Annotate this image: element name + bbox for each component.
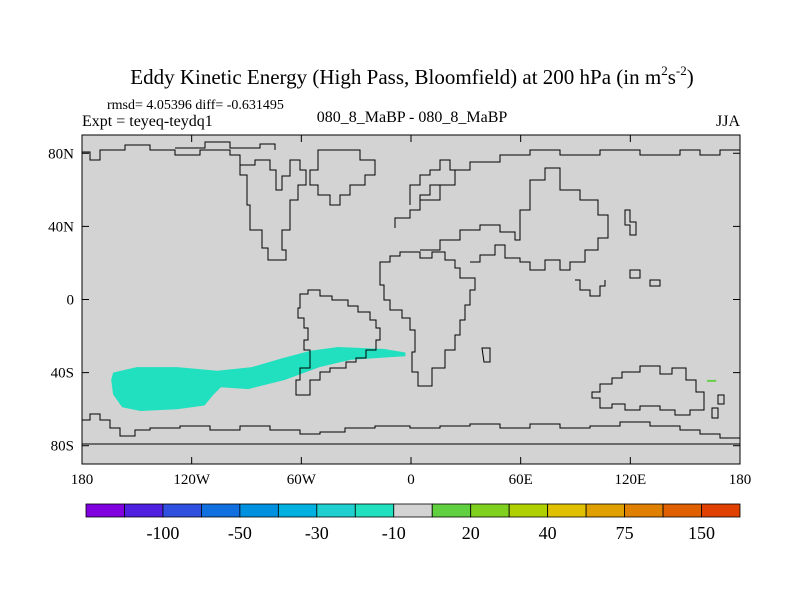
colorbar-box [277,503,318,518]
anomaly-southern-pacific-negative [111,347,406,411]
coastline-australia [591,365,705,416]
anomaly-layer [111,347,717,411]
colorbar-label: -100 [146,523,179,543]
colorbar-box [124,503,164,518]
experiment-label: Expt = teyeq-teydq1 [82,113,213,130]
comparison-label: 080_8_MaBP - 080_8_MaBP [317,109,508,126]
colorbar-label: -10 [382,523,406,543]
coastline-eurasia [394,149,740,228]
x-tick-label: 120W [173,472,211,488]
x-tick-label: 180 [729,472,752,488]
x-tick-label: 60W [287,472,317,488]
colorbar-box [624,503,664,518]
colorbar-box [354,503,395,518]
season-label: JJA [716,113,740,130]
coastline-southeast-asia [575,279,606,297]
colorbar-box [239,503,279,518]
coastline-antarctica [82,413,740,439]
colorbar-box [431,503,472,518]
x-tick-label: 60E [509,472,533,488]
colorbar-label: 40 [539,523,557,543]
map-background [82,135,740,464]
colorbar-box [662,503,702,518]
colorbar-box [85,503,125,518]
coastline-japan [624,209,637,236]
colorbar-box [701,503,741,518]
colorbar-box [508,503,549,518]
coastline-canadian-islands [175,141,276,150]
y-tick-label: 40N [48,219,74,235]
coastline-africa [379,251,476,387]
coastline-new-zealand [711,394,725,419]
colorbar-label: 150 [688,523,715,543]
coastline-north-america [82,144,307,261]
anomaly-pacific-positive-dot [707,379,717,382]
coastline-greenland [309,149,376,206]
y-tick-label: 40S [51,366,74,382]
colorbar-label: 20 [462,523,480,543]
axis-ticks: 180 120W 60W 0 60E 120E 180 80N 40N 0 40S 80S [48,135,751,488]
colorbar-label: -50 [228,523,252,543]
y-tick-label: 80N [48,146,74,162]
stats-label: rmsd= 4.05396 diff= -0.631495 [107,98,284,113]
x-tick-label: 0 [407,472,415,488]
coastline-layer [82,141,740,445]
colorbar-box [393,503,433,518]
y-tick-label: 80S [51,439,74,455]
colorbar-label: 75 [616,523,634,543]
colorbar-box [162,503,202,518]
y-tick-label: 0 [67,293,75,309]
chart-title: Eddy Kinetic Energy (High Pass, Bloomfie… [130,63,694,89]
colorbar-box [316,503,356,518]
colorbar-box [585,503,625,518]
coastline-madagascar [481,347,491,363]
coastline-europe [409,159,455,205]
coastline-asia-south [420,167,609,271]
colorbar-box [470,503,510,518]
coastline-south-america [295,289,381,396]
colorbar-box [201,503,241,518]
coastline-new-guinea [629,269,661,287]
x-tick-label: 180 [71,472,94,488]
colorbar-label: -30 [305,523,329,543]
colorbar: -100 -50 -30 -10 20 40 75 150 [85,503,741,543]
x-tick-label: 120E [614,472,646,488]
colorbar-box [547,503,587,518]
